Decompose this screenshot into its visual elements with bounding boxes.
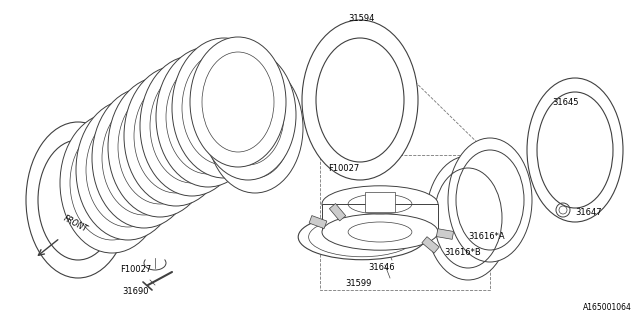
Text: FRONT: FRONT xyxy=(62,214,89,234)
Text: 31616*A: 31616*A xyxy=(468,231,504,241)
Text: 31646: 31646 xyxy=(368,263,395,273)
Bar xyxy=(309,216,327,228)
Ellipse shape xyxy=(172,38,276,178)
Ellipse shape xyxy=(527,78,623,222)
Text: 31532: 31532 xyxy=(224,63,250,73)
Bar xyxy=(422,237,439,253)
Ellipse shape xyxy=(426,156,510,280)
Text: 31532: 31532 xyxy=(234,55,260,65)
Bar xyxy=(436,229,454,239)
Text: 31536*B: 31536*B xyxy=(252,150,289,159)
Ellipse shape xyxy=(190,37,286,167)
Ellipse shape xyxy=(556,203,570,217)
Text: F10027: F10027 xyxy=(328,164,359,172)
Ellipse shape xyxy=(156,47,260,187)
Ellipse shape xyxy=(108,77,212,217)
Text: 31690: 31690 xyxy=(122,287,148,297)
Ellipse shape xyxy=(322,186,438,222)
Text: 31616*B: 31616*B xyxy=(444,247,481,257)
Text: 31536*A: 31536*A xyxy=(258,119,294,129)
Ellipse shape xyxy=(200,50,296,180)
Ellipse shape xyxy=(26,122,130,278)
Ellipse shape xyxy=(322,214,438,250)
Text: 31532: 31532 xyxy=(214,71,241,81)
Bar xyxy=(365,192,395,212)
Ellipse shape xyxy=(298,214,426,260)
Bar xyxy=(330,204,346,221)
Bar xyxy=(320,155,490,290)
Text: 31532: 31532 xyxy=(200,82,227,91)
Text: 31536*B: 31536*B xyxy=(256,135,292,145)
Bar xyxy=(322,204,438,232)
Text: 31645: 31645 xyxy=(552,98,579,107)
Ellipse shape xyxy=(92,88,196,228)
Ellipse shape xyxy=(124,66,228,206)
Ellipse shape xyxy=(76,100,180,240)
Ellipse shape xyxy=(60,113,164,253)
Text: 31599: 31599 xyxy=(345,279,371,289)
Text: 31647: 31647 xyxy=(575,207,602,217)
Text: 31567: 31567 xyxy=(145,103,172,113)
Ellipse shape xyxy=(302,20,418,180)
Ellipse shape xyxy=(140,56,244,196)
Text: A165001064: A165001064 xyxy=(583,303,632,313)
Text: F10027: F10027 xyxy=(120,266,151,275)
Ellipse shape xyxy=(207,63,303,193)
Ellipse shape xyxy=(448,138,532,262)
Text: 31594: 31594 xyxy=(348,13,374,22)
